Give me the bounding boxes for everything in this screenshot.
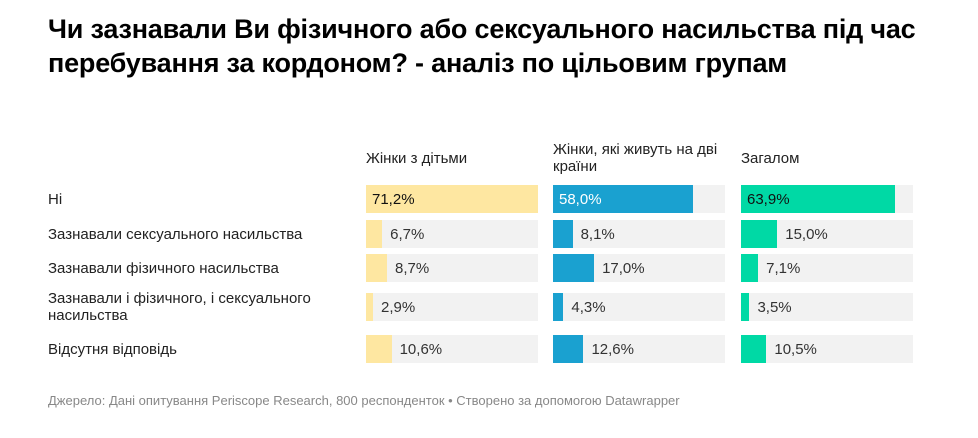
data-label: 71,2% [372, 191, 415, 208]
bar [553, 335, 584, 363]
data-label: 17,0% [602, 260, 645, 277]
data-label: 8,1% [580, 226, 615, 243]
row-label: Відсутня відповідь [48, 341, 177, 358]
data-label: 10,6% [399, 341, 443, 358]
bar-track: 3,5% [741, 293, 913, 321]
row-label: Ні [48, 191, 63, 208]
footer-source: Джерело: Дані опитування Periscope Resea… [48, 393, 680, 408]
row-label: Зазнавали і фізичного, і сексуального на… [48, 290, 311, 324]
bar [366, 185, 538, 213]
bar [741, 220, 778, 248]
data-label: 63,9% [747, 191, 790, 208]
data-label: 8,7% [395, 260, 430, 277]
bar-track: 2,9% [366, 293, 538, 321]
bar-track: 12,6% [553, 335, 725, 363]
data-label: 58,0% [559, 191, 602, 208]
bar [366, 293, 373, 321]
bar-track: 7,1% [741, 254, 913, 282]
data-label: 12,6% [591, 341, 634, 358]
bar [366, 220, 383, 248]
series-header: Жінки, які живуть на дві країни [553, 141, 718, 175]
bar-track: 58,0% [553, 185, 725, 213]
bar-track: 4,3% [553, 293, 725, 321]
bar [366, 254, 388, 282]
bar [741, 335, 767, 363]
bar-track: 8,7% [366, 254, 538, 282]
data-label: 7,1% [766, 260, 801, 277]
bar-track: 63,9% [741, 185, 913, 213]
bar-track: 8,1% [553, 220, 725, 248]
bar-track: 71,2% [366, 185, 538, 213]
bar [741, 254, 759, 282]
bar-track: 17,0% [553, 254, 725, 282]
series-header: Загалом [741, 150, 800, 167]
data-label: 4,3% [571, 299, 606, 316]
bar [553, 254, 595, 282]
bar [741, 293, 750, 321]
bar [366, 335, 392, 363]
data-label: 2,9% [381, 299, 416, 316]
data-label: 3,5% [757, 299, 792, 316]
chart-title: Чи зазнавали Ви фізичного або сексуально… [48, 14, 916, 78]
bar-track: 6,7% [366, 220, 538, 248]
data-label: 6,7% [390, 226, 425, 243]
data-label: 10,5% [774, 341, 817, 358]
bar [553, 293, 564, 321]
row-label: Зазнавали сексуального насильства [48, 226, 303, 243]
series-header: Жінки з дітьми [366, 150, 468, 167]
row-label: Зазнавали фізичного насильства [48, 260, 279, 277]
bar-track: 15,0% [741, 220, 913, 248]
bar-track: 10,5% [741, 335, 913, 363]
data-label: 15,0% [785, 226, 828, 243]
bar-track: 10,6% [366, 335, 538, 363]
bar [553, 220, 573, 248]
bar [741, 185, 896, 213]
bar [553, 185, 694, 213]
